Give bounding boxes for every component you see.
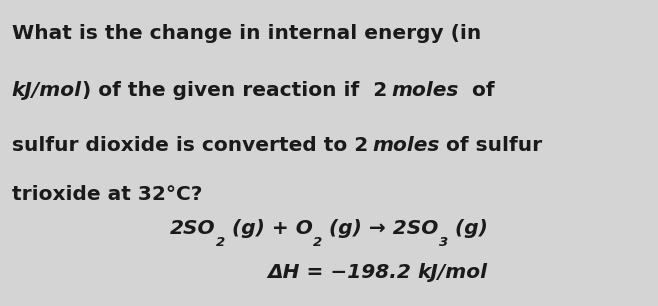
Text: 2SO: 2SO [170,219,216,238]
Text: sulfur dioxide is converted to 2: sulfur dioxide is converted to 2 [12,136,372,155]
Text: 2: 2 [313,236,322,249]
Text: ) of the given reaction if  2: ) of the given reaction if 2 [82,81,391,100]
Text: (g): (g) [448,219,488,238]
Text: (g) → 2SO: (g) → 2SO [322,219,439,238]
Text: kJ/mol: kJ/mol [418,263,488,282]
Text: What is the change in internal energy (in: What is the change in internal energy (i… [12,24,481,43]
Text: (g) + O: (g) + O [225,219,313,238]
Text: ΔH = −198.2: ΔH = −198.2 [267,263,418,282]
Text: moles: moles [372,136,440,155]
Text: trioxide at 32°C?: trioxide at 32°C? [12,185,202,204]
Text: moles: moles [391,81,459,100]
Text: kJ/mol: kJ/mol [12,81,82,100]
Text: 2: 2 [216,236,225,249]
Text: 3: 3 [439,236,448,249]
Text: of sulfur: of sulfur [440,136,543,155]
Text: of: of [459,81,495,100]
